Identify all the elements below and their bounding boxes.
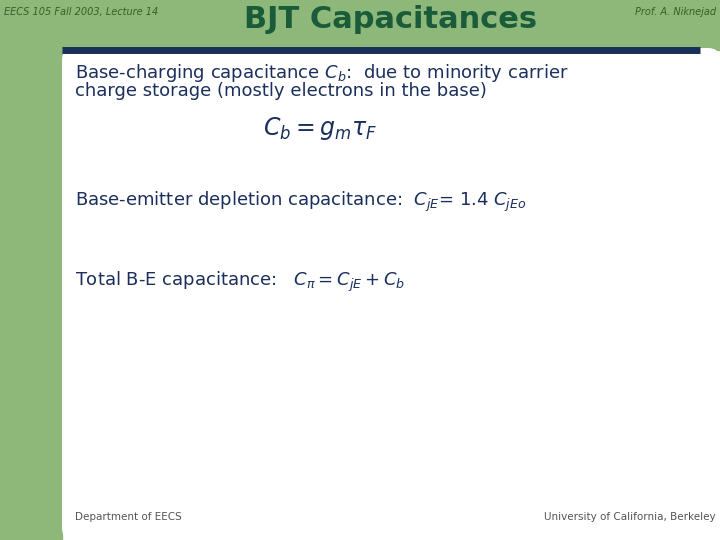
Text: Total B-E capacitance:   $C_{\pi} = C_{jE} + C_b$: Total B-E capacitance: $C_{\pi} = C_{jE}… <box>75 270 405 294</box>
Text: Base-charging capacitance $C_b$:  due to minority carrier: Base-charging capacitance $C_b$: due to … <box>75 62 569 84</box>
Bar <box>0 0 62 540</box>
Text: $C_b = g_m \tau_F$: $C_b = g_m \tau_F$ <box>263 115 377 142</box>
Text: charge storage (mostly electrons in the base): charge storage (mostly electrons in the … <box>75 82 487 100</box>
Text: Department of EECS: Department of EECS <box>75 512 181 522</box>
FancyBboxPatch shape <box>62 48 720 540</box>
Text: Base-emitter depletion capacitance:  $C_{jE}$= 1.4 $C_{jEo}$: Base-emitter depletion capacitance: $C_{… <box>75 190 526 214</box>
Text: EECS 105 Fall 2003, Lecture 14: EECS 105 Fall 2003, Lecture 14 <box>4 7 158 17</box>
Text: BJT Capacitances: BJT Capacitances <box>244 5 538 34</box>
Bar <box>62 0 720 50</box>
Text: Prof. A. Niknejad: Prof. A. Niknejad <box>635 7 716 17</box>
Text: University of California, Berkeley: University of California, Berkeley <box>544 512 716 522</box>
